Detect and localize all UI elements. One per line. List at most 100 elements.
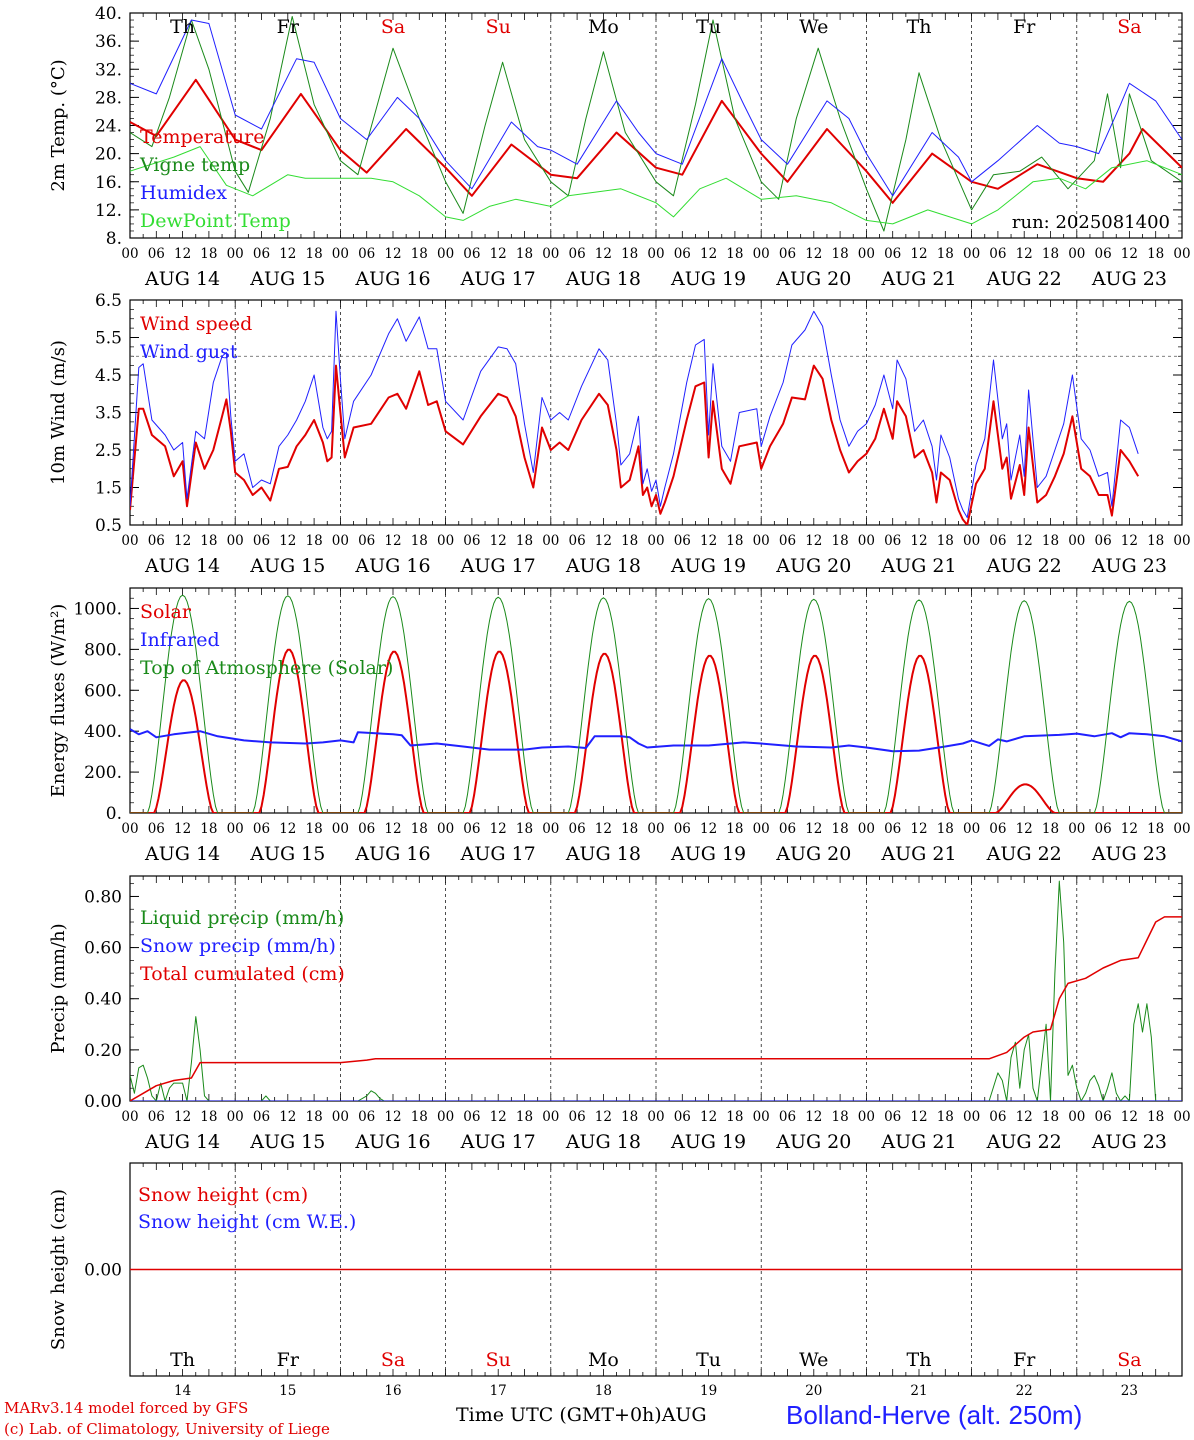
x-hour-label: 18 [726, 246, 743, 262]
x-hour-label: 12 [384, 1109, 401, 1125]
x-hour-label: 12 [490, 1109, 507, 1125]
x-date-label: AUG 16 [354, 555, 430, 577]
x-hour-label: 00 [332, 1109, 349, 1125]
run-annotation: run: 2025081400 [1012, 212, 1170, 233]
x-hour-label: 12 [910, 821, 927, 837]
x-hour-label: 18 [726, 1109, 743, 1125]
x-hour-label: 00 [753, 1109, 770, 1125]
x-hour-label: 12 [384, 533, 401, 549]
x-hour-label: 18 [1042, 821, 1059, 837]
x-date-label: AUG 16 [354, 1131, 430, 1153]
y-tick-label: 0.5 [95, 516, 122, 536]
y-tick-label: 0. [106, 804, 122, 824]
x-date-label: AUG 22 [986, 555, 1062, 577]
x-hour-label: 18 [1147, 533, 1164, 549]
x-hour-label: 18 [832, 1109, 849, 1125]
x-hour-label: 06 [148, 246, 165, 262]
x-hour-label: 18 [1042, 246, 1059, 262]
x-hour-label: 00 [963, 821, 980, 837]
x-hour-label: 06 [779, 533, 796, 549]
day-name-label: Sa [1117, 16, 1141, 38]
x-date-label: AUG 14 [144, 843, 220, 865]
x-hour-label: 00 [227, 533, 244, 549]
x-hour-label: 18 [516, 1109, 533, 1125]
x-date-label: AUG 19 [670, 268, 746, 290]
x-hour-label: 06 [463, 533, 480, 549]
x-date-label: AUG 20 [775, 843, 851, 865]
x-hour-label: 18 [516, 533, 533, 549]
x-date-label: AUG 17 [460, 1131, 536, 1153]
x-date-label: AUG 21 [880, 268, 956, 290]
series-line [130, 78, 1182, 204]
x-hour-label: 18 [937, 1109, 954, 1125]
x-hour-label: 00 [542, 246, 559, 262]
x-hour-label: 00 [227, 246, 244, 262]
day-name-label: Mo [588, 1349, 619, 1371]
x-date-label: AUG 20 [775, 1131, 851, 1153]
legend-entry: DewPoint Temp [140, 210, 291, 232]
x-hour-label: 18 [726, 821, 743, 837]
day-name-label: Fr [1013, 16, 1036, 38]
series-line [130, 880, 1182, 1101]
x-hour-label: 00 [1068, 246, 1085, 262]
x-hour-label: 12 [279, 246, 296, 262]
y-tick-label: 16. [95, 173, 122, 193]
x-date-label: AUG 15 [249, 843, 325, 865]
day-name-label: Su [486, 16, 511, 38]
x-date-label: AUG 14 [144, 1131, 220, 1153]
day-name-label: Tu [696, 1349, 721, 1371]
y-tick-label: 1.5 [95, 479, 122, 499]
y-tick-label: 0.40 [84, 990, 122, 1010]
y-tick-label: 40. [95, 4, 122, 24]
day-name-label: Sa [381, 16, 405, 38]
day-name-label: Fr [277, 16, 300, 38]
y-tick-label: 24. [95, 117, 122, 137]
x-hour-label: 18 [200, 821, 217, 837]
x-date-label: AUG 18 [565, 268, 641, 290]
y-tick-label: 6.5 [95, 291, 122, 311]
x-hour-label: 00 [121, 533, 138, 549]
x-hour-label: 12 [384, 821, 401, 837]
panel-3: 1000. 800. 600. 400. 200. 0. Energy fluxes (W/… [48, 587, 1191, 865]
x-hour-label: 12 [384, 246, 401, 262]
x-hour-label: 12 [1016, 821, 1033, 837]
x-hour-label: 12 [700, 1109, 717, 1125]
x-hour-label: 18 [1042, 1109, 1059, 1125]
x-hour-label: 12 [805, 533, 822, 549]
x-date-label: AUG 18 [565, 1131, 641, 1153]
legend-entry: Solar [140, 601, 192, 623]
credit-line: (c) Lab. of Climatology, University of L… [4, 1420, 330, 1438]
x-hour-label: 06 [253, 1109, 270, 1125]
x-hour-label: 00 [753, 533, 770, 549]
x-hour-label: 12 [279, 533, 296, 549]
x-hour-label: 12 [1121, 1109, 1138, 1125]
y-tick-label: 8. [106, 229, 122, 249]
x-day-number: 16 [384, 1383, 401, 1399]
x-hour-label: 18 [621, 821, 638, 837]
day-name-label: Tu [696, 16, 721, 38]
x-date-label: AUG 22 [986, 843, 1062, 865]
x-hour-label: 12 [1016, 1109, 1033, 1125]
panel-5: 0.00 Snow height (cm) Snow height (cm) Snow… [48, 1162, 1183, 1399]
x-hour-label: 18 [937, 533, 954, 549]
y-tick-label: 0.00 [84, 1092, 122, 1112]
series-line [130, 19, 1182, 197]
x-hour-label: 18 [411, 246, 428, 262]
x-hour-label: 00 [227, 1109, 244, 1125]
x-hour-label: 12 [174, 533, 191, 549]
x-hour-label: 06 [253, 533, 270, 549]
x-hour-label: 00 [647, 533, 664, 549]
x-day-number: 19 [700, 1383, 717, 1399]
x-hour-label: 12 [279, 821, 296, 837]
legend-entry: Total cumulated (cm) [140, 963, 345, 985]
x-hour-label: 12 [174, 821, 191, 837]
series-line [130, 648, 1182, 813]
x-hour-label: 00 [437, 246, 454, 262]
x-hour-label: 00 [858, 1109, 875, 1125]
legend-entry: Snow precip (mm/h) [140, 935, 336, 957]
x-day-number: 20 [805, 1383, 822, 1399]
y-tick-label: 0.80 [84, 887, 122, 907]
x-hour-label: 06 [884, 821, 901, 837]
x-hour-label: 06 [253, 246, 270, 262]
